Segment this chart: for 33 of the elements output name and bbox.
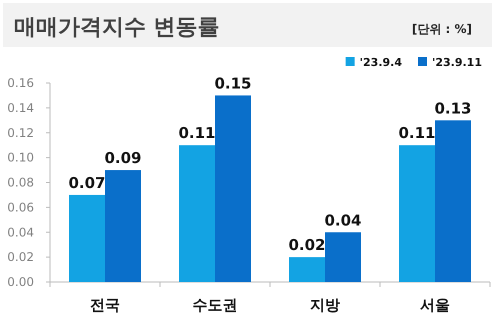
y-tick-label: 0.16 (7, 76, 34, 90)
y-tick-label: 0.08 (7, 176, 34, 190)
data-label: 0.11 (178, 124, 216, 142)
x-tick-label: 서울 (420, 296, 450, 314)
y-tick-label: 0.00 (7, 275, 34, 289)
y-tick-label: 0.04 (7, 225, 34, 240)
y-tick-label: 0.02 (7, 250, 34, 264)
data-label: 0.04 (324, 211, 362, 230)
y-tick-label: 0.12 (7, 126, 34, 140)
data-label: 0.09 (104, 149, 142, 168)
x-tick-label: 지방 (310, 296, 340, 314)
legend-label: '23.9.11 (432, 56, 482, 69)
data-label: 0.02 (288, 236, 326, 254)
bar (435, 120, 471, 282)
bar (289, 257, 325, 282)
legend-label: '23.9.4 (360, 56, 402, 69)
bar (215, 95, 251, 282)
bar (69, 194, 105, 282)
bar (399, 145, 435, 282)
bar (325, 232, 361, 282)
data-label: 0.11 (398, 124, 436, 142)
data-label: 0.15 (214, 74, 252, 92)
x-tick-label: 수도권 (192, 296, 238, 314)
x-tick-label: 전국 (90, 296, 120, 314)
text: [단위 : %] (412, 22, 472, 36)
y-tick-label: 0.06 (7, 200, 34, 214)
chart-title: 매매가격지수 변동률 (14, 15, 220, 40)
data-label: 0.13 (434, 99, 472, 118)
y-tick-label: 0.14 (7, 100, 34, 115)
data-label: 0.07 (68, 174, 106, 192)
y-tick-label: 0.10 (7, 150, 34, 165)
bar (105, 170, 141, 282)
bar (179, 145, 215, 282)
